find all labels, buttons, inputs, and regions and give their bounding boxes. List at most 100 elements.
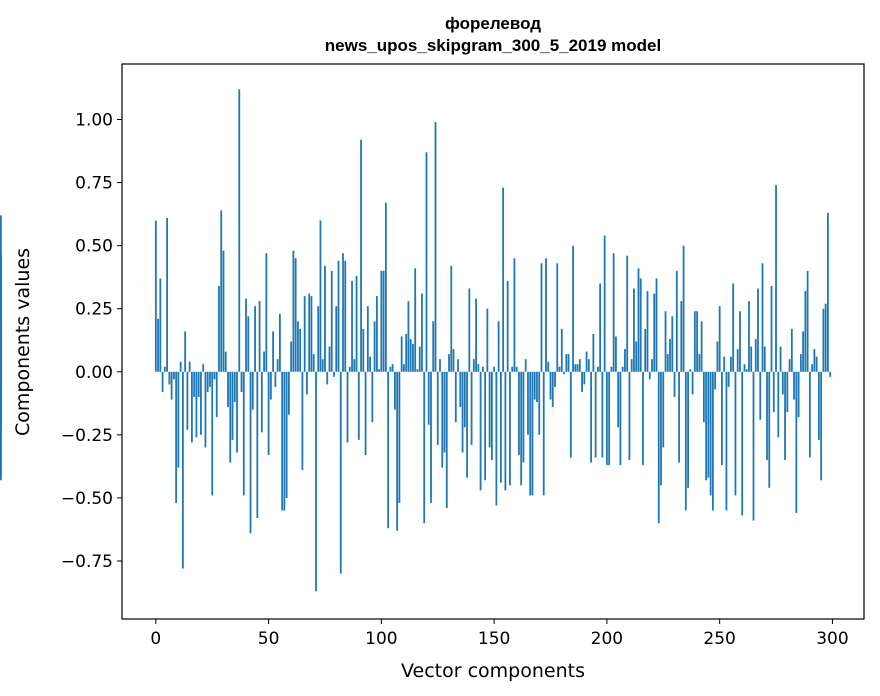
bar — [761, 263, 764, 372]
bar — [648, 371, 651, 380]
y-tick-label: 0.25 — [75, 300, 113, 320]
bar — [159, 278, 162, 372]
bar — [387, 371, 390, 529]
bar — [822, 308, 825, 372]
bar — [308, 293, 311, 372]
bar — [258, 301, 261, 372]
bar — [585, 351, 588, 372]
bar — [802, 331, 804, 372]
bar — [621, 366, 624, 372]
bar — [204, 371, 207, 448]
bar — [684, 371, 687, 511]
bar — [335, 306, 338, 372]
bar — [608, 371, 611, 466]
bar — [254, 306, 256, 372]
bar — [0, 371, 2, 476]
bar — [382, 270, 385, 372]
bar — [763, 346, 766, 372]
bar — [342, 253, 344, 372]
bar — [215, 371, 218, 418]
bar — [197, 371, 200, 397]
bar — [669, 338, 671, 372]
bar — [696, 311, 698, 372]
bar — [558, 366, 561, 372]
bar — [486, 308, 489, 372]
bar — [768, 371, 771, 488]
bar — [639, 278, 642, 372]
bar — [384, 202, 387, 372]
bar — [245, 298, 247, 372]
bar — [161, 371, 164, 392]
bar — [337, 260, 340, 372]
bar — [511, 366, 514, 372]
bar — [373, 321, 376, 372]
plot-frame — [121, 63, 865, 620]
bar — [515, 366, 518, 372]
bar — [412, 344, 414, 372]
bar — [522, 371, 525, 463]
bar — [569, 371, 572, 458]
bar — [276, 359, 279, 372]
chart-subtitle: news_upos_skipgram_300_5_2019 model — [325, 36, 661, 55]
bar — [664, 311, 667, 372]
bar — [741, 371, 744, 516]
bar — [624, 349, 626, 372]
bar — [227, 371, 229, 408]
bar — [389, 366, 392, 372]
bar — [513, 258, 516, 372]
bar — [497, 321, 500, 372]
y-axis-label: Components values — [12, 248, 34, 436]
bar — [306, 371, 308, 395]
bar — [297, 321, 299, 372]
bar — [157, 318, 159, 372]
bar — [662, 371, 665, 448]
bar — [612, 253, 615, 372]
bar — [820, 371, 823, 481]
bar — [605, 371, 608, 466]
bar — [256, 371, 259, 519]
bar — [635, 341, 638, 372]
bar — [346, 371, 349, 443]
bar — [754, 338, 757, 372]
bar — [303, 296, 306, 372]
bar — [797, 371, 800, 418]
bar — [292, 250, 295, 372]
bar — [421, 293, 423, 372]
bar — [220, 210, 223, 372]
bar — [319, 220, 322, 372]
bar — [403, 364, 405, 372]
bar — [545, 258, 547, 372]
bar — [364, 371, 367, 456]
bar — [213, 371, 216, 380]
bar — [594, 371, 597, 458]
bar — [560, 328, 563, 372]
bar — [177, 371, 180, 468]
bar — [0, 255, 2, 372]
bar — [601, 371, 604, 458]
bar — [808, 371, 811, 458]
bar — [700, 321, 703, 372]
bar — [770, 286, 773, 372]
bar — [312, 354, 315, 372]
bar — [423, 371, 426, 524]
bar — [707, 371, 710, 478]
bar — [369, 356, 371, 372]
bar — [675, 270, 678, 372]
bar — [680, 301, 683, 372]
bar — [222, 250, 225, 372]
bar — [524, 359, 527, 372]
bar — [556, 263, 559, 372]
bar — [477, 364, 480, 372]
bar — [603, 235, 606, 372]
bar — [781, 371, 784, 395]
bar — [651, 359, 653, 372]
bar — [499, 371, 502, 483]
bar — [750, 346, 753, 372]
bar — [538, 371, 541, 435]
bar — [490, 371, 493, 461]
bar — [502, 187, 505, 372]
bar — [759, 371, 762, 420]
bar — [547, 361, 550, 372]
bar — [448, 354, 450, 372]
bar — [727, 371, 730, 387]
